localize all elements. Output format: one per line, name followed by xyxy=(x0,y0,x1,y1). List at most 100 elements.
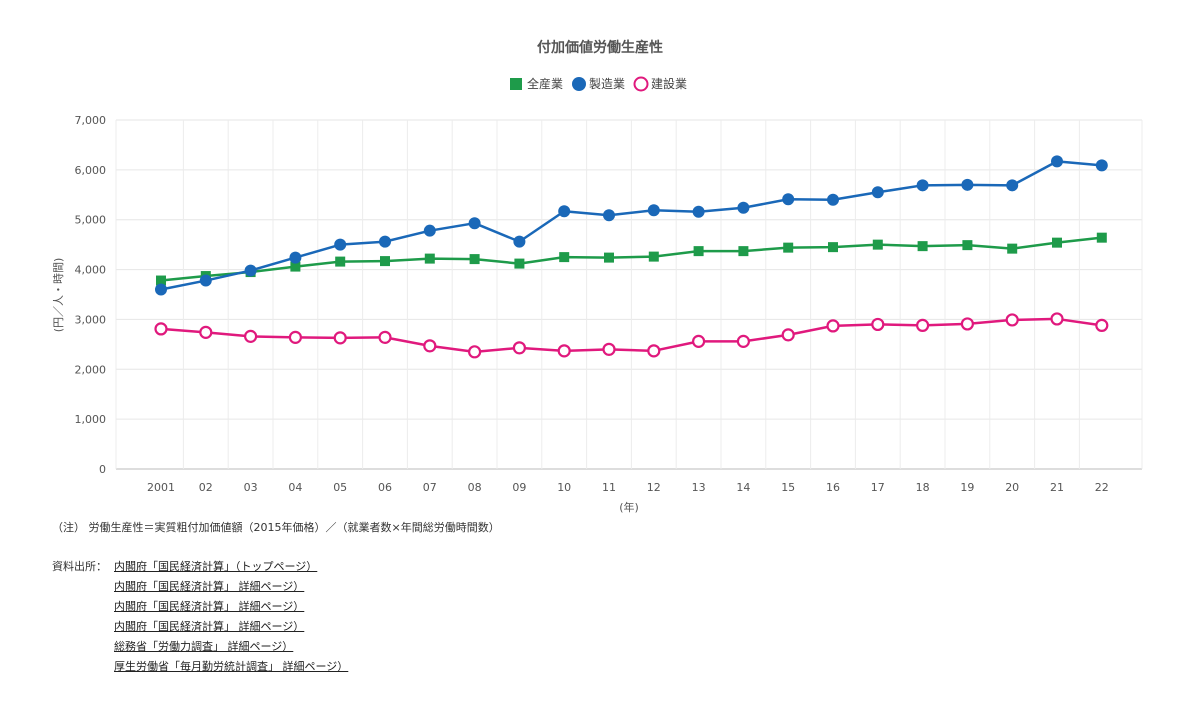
x-tick-label: 13 xyxy=(692,481,706,494)
data-point xyxy=(648,251,659,262)
y-tick-label: 0 xyxy=(99,463,106,476)
x-tick-label: 2001 xyxy=(147,481,175,494)
y-axis-label: (円／人・時間) xyxy=(52,258,65,333)
data-point xyxy=(423,339,437,353)
x-tick-label: 22 xyxy=(1095,481,1109,494)
data-point xyxy=(424,253,435,264)
data-point xyxy=(559,252,570,263)
y-tick-label: 2,000 xyxy=(75,363,107,376)
x-axis-label: (年) xyxy=(619,500,639,514)
data-point xyxy=(602,342,616,356)
data-point xyxy=(335,256,346,267)
series-3 xyxy=(154,312,1109,359)
source-link-cabinet-detail-3[interactable]: 内閣府「国民経済計算」 詳細ページ） xyxy=(114,620,305,633)
data-point xyxy=(961,178,974,191)
y-tick-label: 4,000 xyxy=(75,264,107,277)
data-point xyxy=(289,251,302,264)
chart: 付加価値労働生産性 全産業 製造業 建設業 0 1,000 2,000 3,000 4,00… xyxy=(52,39,1143,514)
x-tick-label: 11 xyxy=(602,481,616,494)
data-point xyxy=(379,235,391,248)
x-tick-label: 21 xyxy=(1050,481,1064,494)
x-tick-label: 18 xyxy=(916,481,930,494)
data-point xyxy=(781,328,795,342)
x-axis: 2001 02 03 04 05 06 07 08 09 10 11 12 13 14 15 16 17 18 19… xyxy=(147,481,1109,494)
legend-swatch xyxy=(510,78,522,90)
legend-label: 全産業 xyxy=(527,76,563,91)
x-tick-label: 07 xyxy=(423,481,437,494)
data-point xyxy=(827,193,839,206)
x-tick-label: 17 xyxy=(871,481,885,494)
y-tick-label: 5,000 xyxy=(75,214,107,227)
data-point xyxy=(960,317,975,331)
source-prefix: 資料出所： xyxy=(52,560,107,573)
data-point xyxy=(244,329,258,343)
data-point xyxy=(1007,243,1018,254)
source-link-cabinet-detail-2[interactable]: 内閣府「国民経済計算」 詳細ページ） xyxy=(114,600,305,613)
data-point xyxy=(693,246,704,257)
data-point xyxy=(736,334,751,348)
legend-item: 製造業 xyxy=(572,77,625,91)
data-point xyxy=(1051,155,1063,168)
x-tick-label: 08 xyxy=(468,481,482,494)
legend-label: 製造業 xyxy=(589,77,625,91)
data-point xyxy=(290,261,301,272)
source-link-cabinet-top[interactable]: 内閣府「国民経済計算」（トップページ） xyxy=(114,560,318,573)
data-point xyxy=(871,186,884,199)
data-point xyxy=(1095,318,1109,333)
data-point xyxy=(469,254,480,265)
data-point xyxy=(916,179,929,192)
legend-label: 建設業 xyxy=(651,76,687,91)
data-point xyxy=(962,240,973,251)
x-tick-label: 04 xyxy=(288,481,302,494)
y-axis: 0 1,000 2,000 3,000 4,000 5,000 6,000 7,000 xyxy=(75,114,107,476)
grid xyxy=(115,119,1143,470)
data-point xyxy=(1052,237,1062,248)
legend-item: 建設業 xyxy=(633,76,687,92)
data-point xyxy=(155,283,167,296)
x-tick-label: 02 xyxy=(199,481,213,494)
data-point xyxy=(737,201,750,214)
data-point xyxy=(513,235,526,248)
source-row: 内閣府「国民経済計算」 詳細ページ） xyxy=(52,617,348,637)
x-tick-label: 03 xyxy=(244,481,258,494)
data-point xyxy=(1096,232,1107,243)
data-point xyxy=(423,224,436,237)
source-link-cabinet-detail-1[interactable]: 内閣府「国民経済計算」 詳細ページ） xyxy=(114,580,305,593)
data-point xyxy=(871,317,885,332)
data-point xyxy=(1006,179,1019,192)
source-row: 内閣府「国民経済計算」 詳細ページ） xyxy=(52,577,348,597)
data-point xyxy=(199,325,213,339)
data-point xyxy=(156,275,166,286)
source-link-labour-survey[interactable]: 総務省「労働力調査」 詳細ページ） xyxy=(114,640,294,653)
series-line xyxy=(160,236,1102,282)
source-link-monthly-labour-stats[interactable]: 厚生労働省「毎月勤労統計調査」 詳細ページ） xyxy=(114,660,349,673)
data-point xyxy=(199,274,212,287)
data-point xyxy=(514,258,525,269)
data-point xyxy=(917,241,928,252)
data-point xyxy=(691,334,706,348)
source-row: 厚生労働省「毎月勤労統計調査」 詳細ページ） xyxy=(52,657,348,677)
data-point xyxy=(334,238,347,251)
source-row: 内閣府「国民経済計算」 詳細ページ） xyxy=(52,597,348,617)
data-point xyxy=(288,330,302,344)
series-line xyxy=(160,160,1102,291)
legend-item: 全産業 xyxy=(510,76,563,91)
data-point xyxy=(512,341,527,355)
data-point xyxy=(872,239,883,250)
data-point xyxy=(783,242,794,253)
data-point xyxy=(604,252,614,263)
data-point xyxy=(333,331,347,345)
source-row: 資料出所： 内閣府「国民経済計算」（トップページ） xyxy=(52,557,348,577)
note-formula: （注） 労働生産性＝実質粗付加価値額（2015年価格）／（就業者数×年間総労働時… xyxy=(52,521,500,534)
y-tick-label: 6,000 xyxy=(75,164,107,177)
data-point xyxy=(380,256,390,267)
y-tick-label: 3,000 xyxy=(75,313,107,326)
data-point xyxy=(468,217,481,230)
legend: 全産業 製造業 建設業 xyxy=(510,76,687,92)
x-tick-label: 06 xyxy=(378,481,392,494)
notes: （注） 労働生産性＝実質粗付加価値額（2015年価格）／（就業者数×年間総労働時… xyxy=(52,518,500,538)
series-layer xyxy=(154,155,1109,359)
y-tick-label: 1,000 xyxy=(75,413,107,426)
data-point xyxy=(154,322,168,336)
x-tick-label: 16 xyxy=(826,481,840,494)
